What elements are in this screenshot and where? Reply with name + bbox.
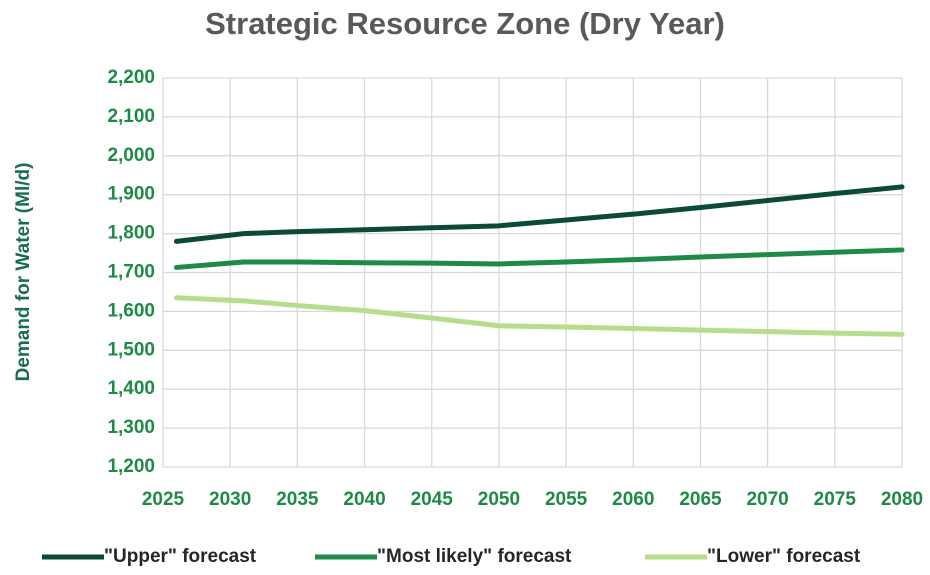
y-tick-label: 1,300 [107, 417, 155, 438]
y-tick-label: 1,200 [107, 456, 155, 477]
y-tick-label: 1,900 [107, 184, 155, 205]
y-tick-label: 2,100 [107, 106, 155, 127]
x-tick-label: 2035 [276, 489, 319, 510]
x-tick-label: 2070 [746, 489, 788, 510]
x-tick-label: 2075 [814, 489, 857, 510]
y-tick-label: 1,500 [107, 339, 155, 360]
x-tick-label: 2050 [478, 489, 520, 510]
y-axis-title: Demand for Water (Ml/d) [13, 163, 34, 382]
y-tick-label: 1,800 [107, 223, 155, 244]
x-tick-label: 2055 [545, 489, 588, 510]
y-tick-label: 1,700 [107, 262, 155, 283]
legend-label: "Upper" forecast [104, 546, 257, 567]
series-line [173, 247, 905, 270]
x-tick-label: 2045 [411, 489, 454, 510]
x-tick-label: 2060 [612, 489, 654, 510]
y-tick-label: 1,400 [107, 378, 155, 399]
x-tick-label: 2030 [209, 489, 251, 510]
y-tick-label: 2,000 [107, 145, 155, 166]
series-line [173, 295, 905, 337]
series-line [173, 184, 905, 244]
x-tick-label: 2065 [679, 489, 722, 510]
chart-title: Strategic Resource Zone (Dry Year) [205, 6, 725, 41]
x-tick-label: 2025 [142, 489, 185, 510]
y-tick-label: 1,600 [107, 300, 155, 321]
legend-label: "Lower" forecast [707, 546, 861, 567]
y-tick-label: 2,200 [107, 67, 155, 88]
x-tick-label: 2040 [343, 489, 385, 510]
legend-label: "Most likely" forecast [377, 546, 572, 567]
x-tick-label: 2080 [881, 489, 923, 510]
